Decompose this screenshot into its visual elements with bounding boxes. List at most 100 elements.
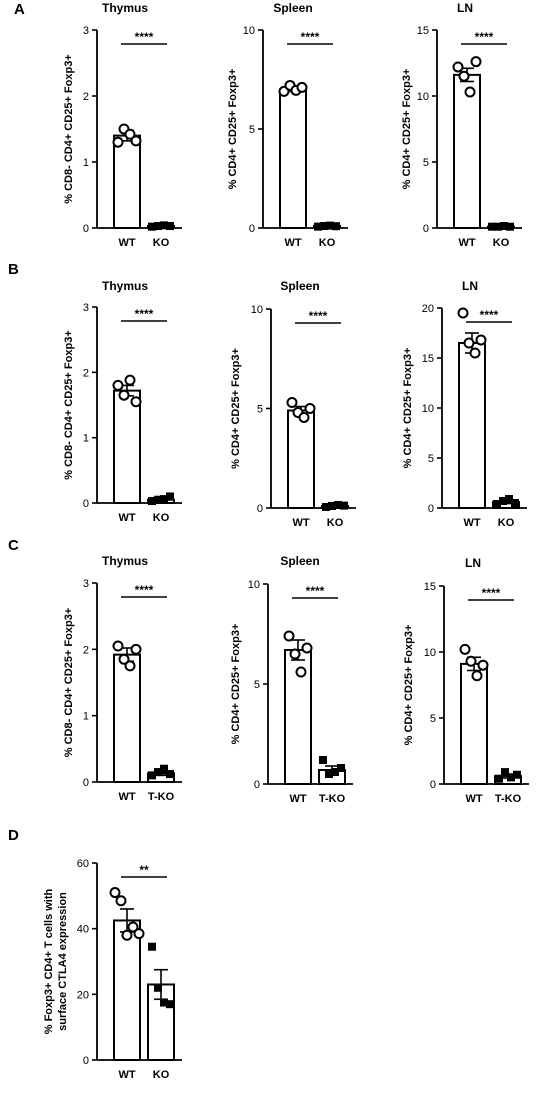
chart-1-point-wt-3 (124, 128, 136, 140)
chart-4-y-tick-label-1: 1 (83, 433, 89, 445)
chart-1-title: Thymus (102, 1, 148, 15)
panel-letter-b: B (8, 261, 19, 278)
chart-8-title: Spleen (280, 554, 319, 568)
chart-5-point-wt-4 (304, 403, 316, 414)
chart-4-point-wt-2 (118, 389, 130, 401)
chart-3-y-tick-label-0: 0 (423, 223, 429, 235)
chart-4-y-tick-label-0: 0 (83, 498, 89, 510)
chart-9-point-wt-4 (477, 659, 489, 671)
chart-10-point-ko-1 (148, 942, 156, 951)
chart-10-y-tick-label-3: 60 (77, 858, 89, 870)
chart-6-x-tick-label-wt: WT (463, 517, 480, 529)
chart-5-point-ko-1 (322, 503, 330, 512)
chart-5-y-tick-label-0: 0 (257, 503, 263, 515)
chart-6-y-label: % CD4+ CD25+ Foxp3+ (402, 348, 414, 469)
chart-3-title: LN (457, 1, 473, 15)
chart-1-y-tick-label-3: 3 (83, 25, 89, 37)
chart-7-significance-label: **** (135, 583, 154, 597)
chart-6-y-tick-label-0: 0 (428, 503, 434, 515)
chart-7-point-wt-4 (130, 643, 142, 655)
chart-1-y-tick-label-1: 1 (83, 157, 89, 169)
chart-2-point-ko-1 (314, 222, 322, 231)
chart-3-x-tick-label-wt: WT (458, 237, 475, 249)
chart-9-y-label: % CD4+ CD25+ Foxp3+ (403, 625, 415, 746)
chart-4-x-tick-label-wt: WT (118, 512, 135, 524)
chart-8-y-tick-label-2: 10 (248, 579, 260, 591)
chart-5-y-tick-label-1: 5 (257, 404, 263, 416)
chart-10-y-tick-label-0: 0 (83, 1055, 89, 1067)
chart-8-x-tick-label-t-ko: T-KO (319, 793, 346, 805)
chart-9-x-tick-label-t-ko: T-KO (495, 793, 522, 805)
chart-1-point-ko-3 (160, 221, 168, 230)
chart-2-point-ko-3 (326, 221, 334, 230)
chart-2-x-tick-label-wt: WT (284, 237, 301, 249)
chart-4-significance-label: **** (135, 307, 154, 321)
chart-8-y-tick-label-0: 0 (254, 779, 260, 791)
chart-2-significance-label: **** (301, 30, 320, 44)
chart-6-point-ko-4 (511, 499, 519, 507)
chart-10-bar-wt (113, 919, 141, 1061)
chart-3-point-wt-4 (470, 56, 482, 68)
chart-2-y-tick-label-2: 10 (243, 25, 255, 37)
chart-10-y-tick-label-1: 20 (77, 989, 89, 1001)
chart-5-bar-wt (287, 409, 315, 509)
chart-10-point-wt-1 (109, 887, 121, 899)
chart-9-point-wt-3 (471, 670, 483, 682)
chart-5-point-ko-4 (340, 501, 348, 510)
chart-7-y-tick-label-0: 0 (83, 777, 89, 789)
chart-10-x-tick-label-ko: KO (153, 1069, 170, 1081)
chart-4-point-ko-1 (148, 497, 156, 506)
chart-8-point-t-ko-2 (325, 770, 333, 778)
chart-6-x-tick-label-ko: KO (498, 517, 515, 529)
chart-7-point-t-ko-2 (154, 768, 162, 777)
chart-5-significance-label: **** (309, 309, 328, 323)
chart-7-y-tick-label-3: 3 (83, 578, 89, 590)
chart-3-y-tick-label-3: 15 (417, 25, 429, 37)
chart-5-point-wt-3 (298, 411, 310, 423)
chart-9-bar-wt (460, 662, 488, 786)
chart-2-title: Spleen (273, 1, 312, 15)
chart-8-point-wt-4 (301, 642, 313, 654)
chart-2-bar-wt (279, 88, 307, 230)
panel-letter-a: A (14, 1, 25, 18)
chart-8-point-t-ko-3 (331, 768, 339, 776)
chart-9-point-t-ko-4 (513, 770, 521, 779)
chart-1-bar-wt (113, 134, 141, 230)
chart-5-point-ko-2 (328, 502, 336, 511)
chart-1-significance-label: **** (135, 30, 154, 44)
chart-6-point-ko-2 (499, 497, 507, 505)
chart-7-point-wt-1 (112, 640, 124, 652)
chart-4-point-wt-4 (130, 396, 142, 408)
chart-6-point-ko-3 (505, 495, 513, 503)
chart-6-point-wt-1 (457, 307, 469, 319)
chart-3-point-ko-2 (494, 222, 502, 231)
chart-9-point-t-ko-3 (507, 773, 515, 782)
chart-8-point-t-ko-4 (337, 764, 345, 772)
chart-2-y-tick-label-0: 0 (249, 223, 255, 235)
chart-2-point-ko-4 (332, 222, 340, 231)
chart-7-x-tick-label-t-ko: T-KO (148, 791, 175, 803)
chart-3-y-label: % CD4+ CD25+ Foxp3+ (401, 69, 413, 190)
chart-3-point-ko-1 (488, 222, 496, 231)
chart-7-bar-wt (113, 653, 141, 784)
chart-9-y-tick-label-0: 0 (430, 779, 436, 791)
chart-9-point-t-ko-2 (501, 768, 509, 777)
chart-3-y-tick-label-1: 5 (423, 157, 429, 169)
chart-8-significance-label: **** (306, 584, 325, 598)
chart-8-point-wt-1 (283, 630, 295, 642)
chart-4-y-label: % CD8- CD4+ CD25+ Foxp3+ (63, 330, 75, 479)
chart-3-point-wt-2 (458, 70, 470, 82)
chart-1-y-label: % CD8- CD4+ CD25+ Foxp3+ (63, 54, 75, 203)
chart-10-x-tick-label-wt: WT (118, 1069, 135, 1081)
chart-5-y-tick-label-2: 10 (251, 304, 263, 316)
chart-10-point-wt-2 (115, 895, 127, 907)
chart-10-point-ko-4 (166, 1000, 174, 1009)
chart-4-y-tick-label-3: 3 (83, 302, 89, 314)
chart-1-point-ko-2 (154, 222, 162, 231)
chart-4-point-wt-1 (112, 379, 124, 391)
chart-1-point-ko-1 (148, 222, 156, 231)
chart-7-y-tick-label-1: 1 (83, 711, 89, 723)
chart-6-significance-label: **** (480, 308, 499, 322)
chart-3-point-ko-3 (500, 222, 508, 231)
